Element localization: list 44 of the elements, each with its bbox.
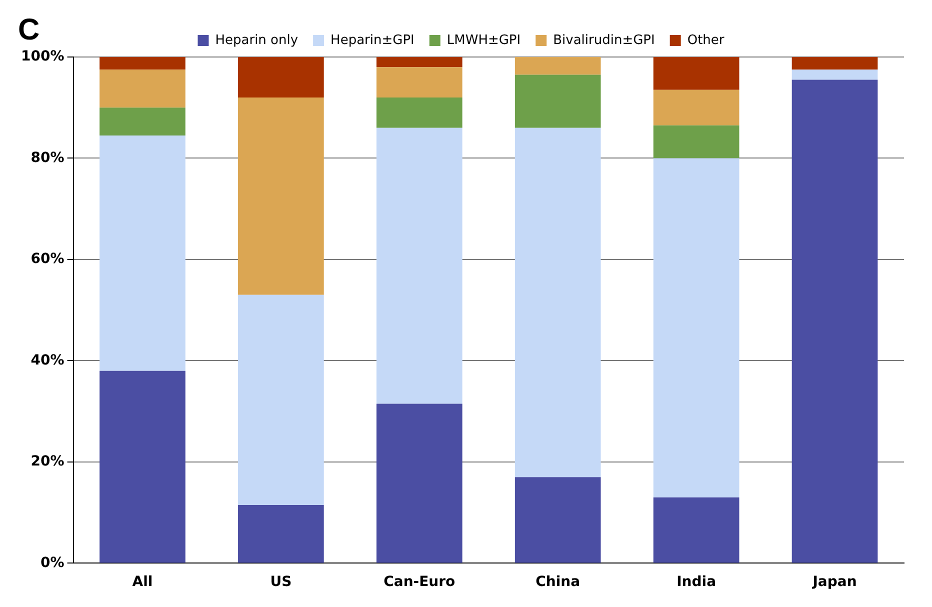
bar bbox=[514, 57, 601, 75]
legend-label: Heparin only bbox=[215, 32, 298, 48]
bar bbox=[792, 80, 878, 563]
x-tick-label: US bbox=[270, 574, 292, 590]
bar bbox=[376, 128, 462, 404]
bar bbox=[376, 67, 462, 98]
y-tick-label: 0% bbox=[40, 554, 64, 571]
x-tick-label: Japan bbox=[812, 574, 857, 590]
y-tick-label: 40% bbox=[30, 352, 64, 368]
bar bbox=[792, 57, 878, 70]
bar bbox=[514, 74, 601, 128]
bar bbox=[653, 158, 740, 498]
bar bbox=[238, 97, 324, 295]
bar bbox=[238, 504, 324, 563]
bar bbox=[653, 90, 740, 126]
y-tick-label: 60% bbox=[30, 251, 64, 268]
x-tick-label: China bbox=[536, 574, 580, 590]
chart-title: C bbox=[18, 13, 40, 46]
bar bbox=[653, 497, 740, 563]
bar bbox=[376, 97, 462, 128]
bar bbox=[238, 294, 324, 505]
legend-label: Other bbox=[687, 32, 725, 48]
bar bbox=[100, 108, 186, 136]
bar bbox=[238, 57, 324, 98]
bar bbox=[514, 128, 601, 478]
legend-label: Heparin±GPI bbox=[330, 32, 414, 48]
legend-label: Bivalirudin±GPI bbox=[553, 32, 655, 48]
bar bbox=[376, 404, 462, 563]
x-tick-label: All bbox=[132, 574, 153, 590]
bar bbox=[514, 477, 601, 563]
bar bbox=[653, 125, 740, 158]
x-tick-label: India bbox=[676, 574, 716, 590]
bar bbox=[100, 70, 186, 108]
bar bbox=[653, 57, 740, 90]
y-tick-label: 100% bbox=[20, 48, 64, 65]
bar bbox=[100, 57, 186, 70]
y-tick-label: 80% bbox=[30, 150, 64, 166]
y-tick-label: 20% bbox=[30, 454, 64, 470]
bar bbox=[100, 370, 186, 563]
bar bbox=[792, 70, 878, 80]
legend-label: LMWH±GPI bbox=[446, 32, 521, 48]
bar bbox=[100, 135, 186, 371]
x-tick-label: Can-Euro bbox=[384, 574, 456, 590]
bar bbox=[376, 57, 462, 68]
